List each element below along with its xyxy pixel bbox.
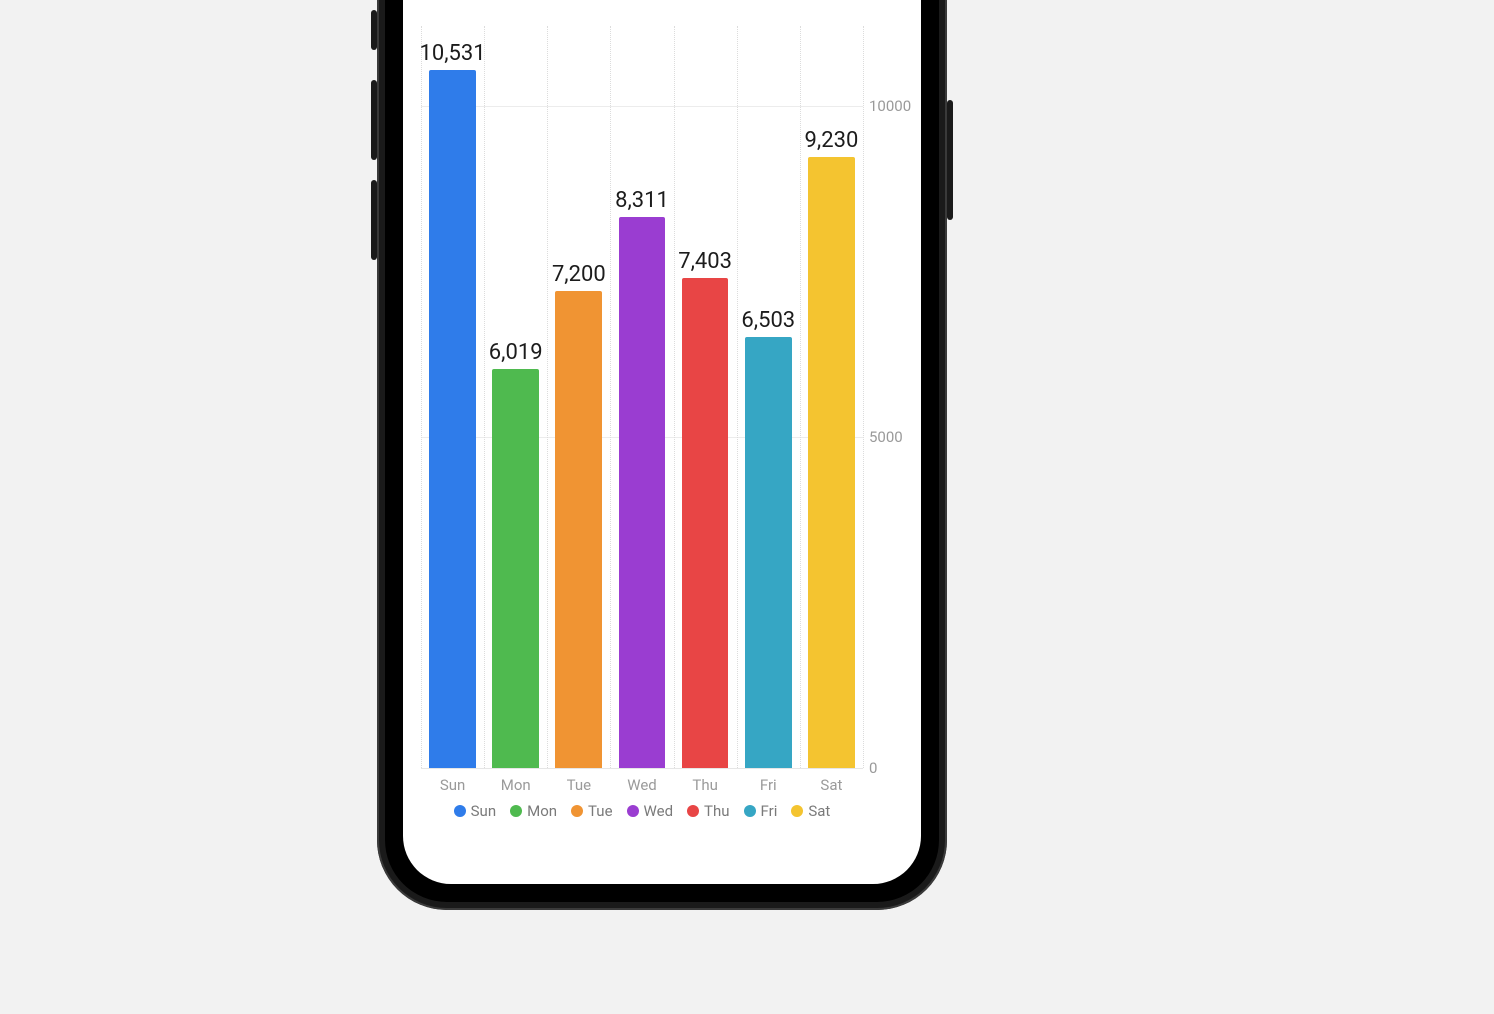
bar-value-label: 8,311: [615, 188, 669, 213]
legend-item-thu[interactable]: Thu: [687, 802, 729, 820]
x-gridline: [800, 26, 801, 768]
bar-value-label: 7,403: [678, 249, 732, 274]
legend-item-sun[interactable]: Sun: [454, 802, 496, 820]
bar-sat[interactable]: 9,230: [808, 157, 855, 768]
bar-value-label: 6,019: [489, 340, 543, 365]
x-tick-label: Thu: [692, 776, 717, 794]
bar-wed[interactable]: 8,311: [619, 217, 666, 768]
phone-frame: 0 5000 10000 10,531 Sun 6,019 Mon 7,200 Tue 8,311…: [377, 0, 947, 910]
phone-power-button: [947, 100, 953, 220]
legend-swatch: [791, 805, 803, 817]
x-tick-label: Wed: [627, 776, 657, 794]
chart-legend: Sun Mon Tue Wed Thu Fri Sat: [421, 802, 863, 820]
legend-swatch: [454, 805, 466, 817]
x-gridline: [484, 26, 485, 768]
x-tick-label: Sat: [820, 776, 842, 794]
legend-label: Tue: [588, 802, 612, 820]
x-gridline: [547, 26, 548, 768]
legend-item-fri[interactable]: Fri: [744, 802, 778, 820]
legend-item-sat[interactable]: Sat: [791, 802, 830, 820]
bar-value-label: 7,200: [552, 262, 606, 287]
legend-label: Wed: [644, 802, 674, 820]
bar-value-label: 6,503: [741, 308, 795, 333]
x-tick-label: Fri: [760, 776, 777, 794]
legend-swatch: [510, 805, 522, 817]
legend-item-wed[interactable]: Wed: [627, 802, 674, 820]
bar-fri[interactable]: 6,503: [745, 337, 792, 768]
y-tick-label: 0: [869, 759, 917, 777]
y-tick-label: 5000: [869, 428, 917, 446]
phone-mute-switch: [371, 10, 377, 50]
legend-label: Mon: [527, 802, 557, 820]
legend-swatch: [687, 805, 699, 817]
x-tick-label: Sun: [440, 776, 465, 794]
y-tick-label: 10000: [869, 97, 917, 115]
x-gridline: [863, 26, 864, 768]
legend-swatch: [571, 805, 583, 817]
chart-plot-area: 050001000010,531Sun6,019Mon7,200Tue8,311…: [421, 26, 863, 769]
legend-swatch: [744, 805, 756, 817]
bar-tue[interactable]: 7,200: [555, 291, 602, 768]
x-gridline: [421, 26, 422, 768]
bar-sun[interactable]: 10,531: [429, 70, 476, 768]
bar-value-label: 9,230: [805, 128, 859, 153]
legend-label: Fri: [761, 802, 778, 820]
x-gridline: [737, 26, 738, 768]
bar-mon[interactable]: 6,019: [492, 369, 539, 768]
legend-label: Sat: [808, 802, 830, 820]
phone-volume-down: [371, 180, 377, 260]
bar-value-label: 10,531: [419, 41, 485, 66]
phone-volume-up: [371, 80, 377, 160]
x-gridline: [610, 26, 611, 768]
bar-thu[interactable]: 7,403: [682, 278, 729, 768]
legend-item-tue[interactable]: Tue: [571, 802, 612, 820]
legend-item-mon[interactable]: Mon: [510, 802, 557, 820]
phone-bezel: 0 5000 10000 10,531 Sun 6,019 Mon 7,200 Tue 8,311…: [385, 0, 939, 902]
phone-screen: 0 5000 10000 10,531 Sun 6,019 Mon 7,200 Tue 8,311…: [403, 0, 921, 884]
x-gridline: [674, 26, 675, 768]
x-tick-label: Mon: [501, 776, 531, 794]
x-tick-label: Tue: [567, 776, 591, 794]
bar-chart: 0 5000 10000 10,531 Sun 6,019 Mon 7,200 Tue 8,311…: [403, 0, 921, 884]
legend-swatch: [627, 805, 639, 817]
y-gridline: [421, 106, 863, 107]
legend-label: Sun: [471, 802, 496, 820]
legend-label: Thu: [704, 802, 729, 820]
